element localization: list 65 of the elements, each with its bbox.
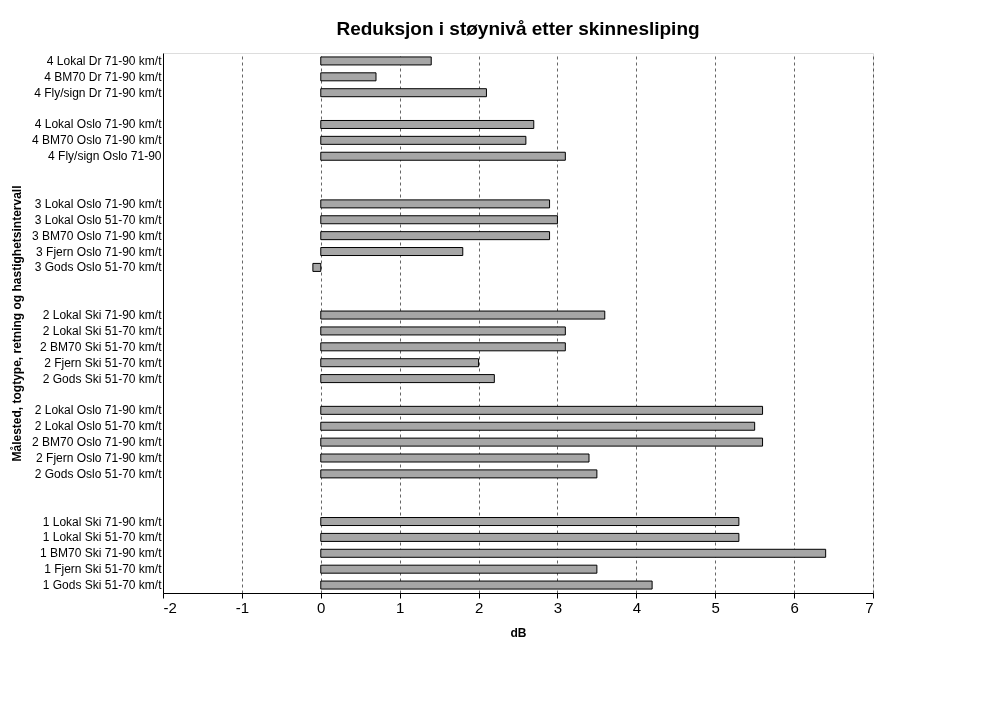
y-tick-label: 2 Lokal Ski 71-90 km/t xyxy=(42,308,163,323)
bar xyxy=(320,453,590,463)
y-tick-label: 4 Lokal Dr 71-90 km/t xyxy=(46,53,163,68)
x-tick-label: 4 xyxy=(632,598,642,616)
x-tick-label: 6 xyxy=(790,598,799,616)
y-tick-label: 3 Fjern Oslo 71-90 km/t xyxy=(36,244,163,259)
bar xyxy=(320,231,551,241)
bar xyxy=(320,215,558,225)
y-tick-label: 2 Lokal Oslo 51-70 km/t xyxy=(34,419,163,434)
x-tick-label: -2 xyxy=(163,598,177,616)
bar xyxy=(320,342,566,352)
y-tick-label: 3 Gods Oslo 51-70 km/t xyxy=(34,260,163,275)
y-tick-label: 1 Lokal Ski 71-90 km/t xyxy=(42,514,163,529)
x-tick-label: 0 xyxy=(317,598,326,616)
chart-title: Reduksjon i støynivå etter skinnesliping xyxy=(336,18,700,39)
bar xyxy=(320,119,535,129)
y-tick-label: 2 Lokal Ski 51-70 km/t xyxy=(42,323,163,338)
y-tick-label: 1 Lokal Ski 51-70 km/t xyxy=(42,530,163,545)
x-tick-label: 1 xyxy=(395,598,405,616)
bar xyxy=(320,88,487,98)
bar xyxy=(320,358,480,368)
y-tick-label: 4 Fly/sign Dr 71-90 km/t xyxy=(34,85,163,100)
y-tick-label: 2 BM70 Oslo 71-90 km/t xyxy=(32,435,163,450)
bar xyxy=(320,326,566,336)
x-tick-label: 5 xyxy=(711,598,720,616)
bar xyxy=(320,405,764,415)
y-tick-label: 4 BM70 Dr 71-90 km/t xyxy=(44,69,163,84)
y-tick-label: 2 Gods Ski 51-70 km/t xyxy=(42,371,163,386)
x-tick-label: 3 xyxy=(553,598,563,616)
y-tick-label: 1 Fjern Ski 51-70 km/t xyxy=(44,562,163,577)
y-tick-label: 2 Fjern Ski 51-70 km/t xyxy=(44,355,163,370)
bar xyxy=(320,135,527,145)
x-tick-label: 2 xyxy=(474,598,484,616)
bar xyxy=(320,564,598,574)
bar xyxy=(320,72,377,82)
x-tick-label: 7 xyxy=(865,598,874,616)
bar xyxy=(320,374,495,384)
bar xyxy=(320,532,740,542)
bar xyxy=(320,517,740,527)
y-tick-label: 4 Fly/sign Oslo 71-90 xyxy=(48,149,162,164)
bar xyxy=(320,247,464,257)
bar xyxy=(320,437,764,447)
bar xyxy=(320,310,606,320)
y-tick-label: 3 Lokal Oslo 51-70 km/t xyxy=(34,212,163,227)
y-tick-label: 3 BM70 Oslo 71-90 km/t xyxy=(32,228,163,243)
y-tick-label: 4 Lokal Oslo 71-90 km/t xyxy=(34,117,163,132)
y-tick-label: 4 BM70 Oslo 71-90 km/t xyxy=(32,133,163,148)
x-tick-label: -1 xyxy=(235,598,250,616)
bar xyxy=(320,421,756,431)
bar xyxy=(320,580,653,590)
y-tick-label: 2 Lokal Oslo 71-90 km/t xyxy=(34,403,163,418)
y-tick-label: 2 Gods Oslo 51-70 km/t xyxy=(34,466,163,481)
bar xyxy=(320,151,566,161)
y-tick-label: 1 Gods Ski 51-70 km/t xyxy=(42,578,163,593)
y-axis-title: Målested, togtype, retning og hastighetsintervall xyxy=(10,185,25,462)
bar xyxy=(320,56,432,66)
y-tick-label: 2 BM70 Ski 51-70 km/t xyxy=(40,339,163,354)
bar xyxy=(320,548,827,558)
x-axis-title: dB xyxy=(510,625,527,640)
y-tick-label: 3 Lokal Oslo 71-90 km/t xyxy=(34,196,163,211)
bar xyxy=(320,469,598,479)
bar xyxy=(320,199,551,209)
y-tick-label: 1 BM70 Ski 71-90 km/t xyxy=(40,546,163,561)
bar xyxy=(312,262,322,272)
y-tick-label: 2 Fjern Oslo 71-90 km/t xyxy=(36,451,163,465)
